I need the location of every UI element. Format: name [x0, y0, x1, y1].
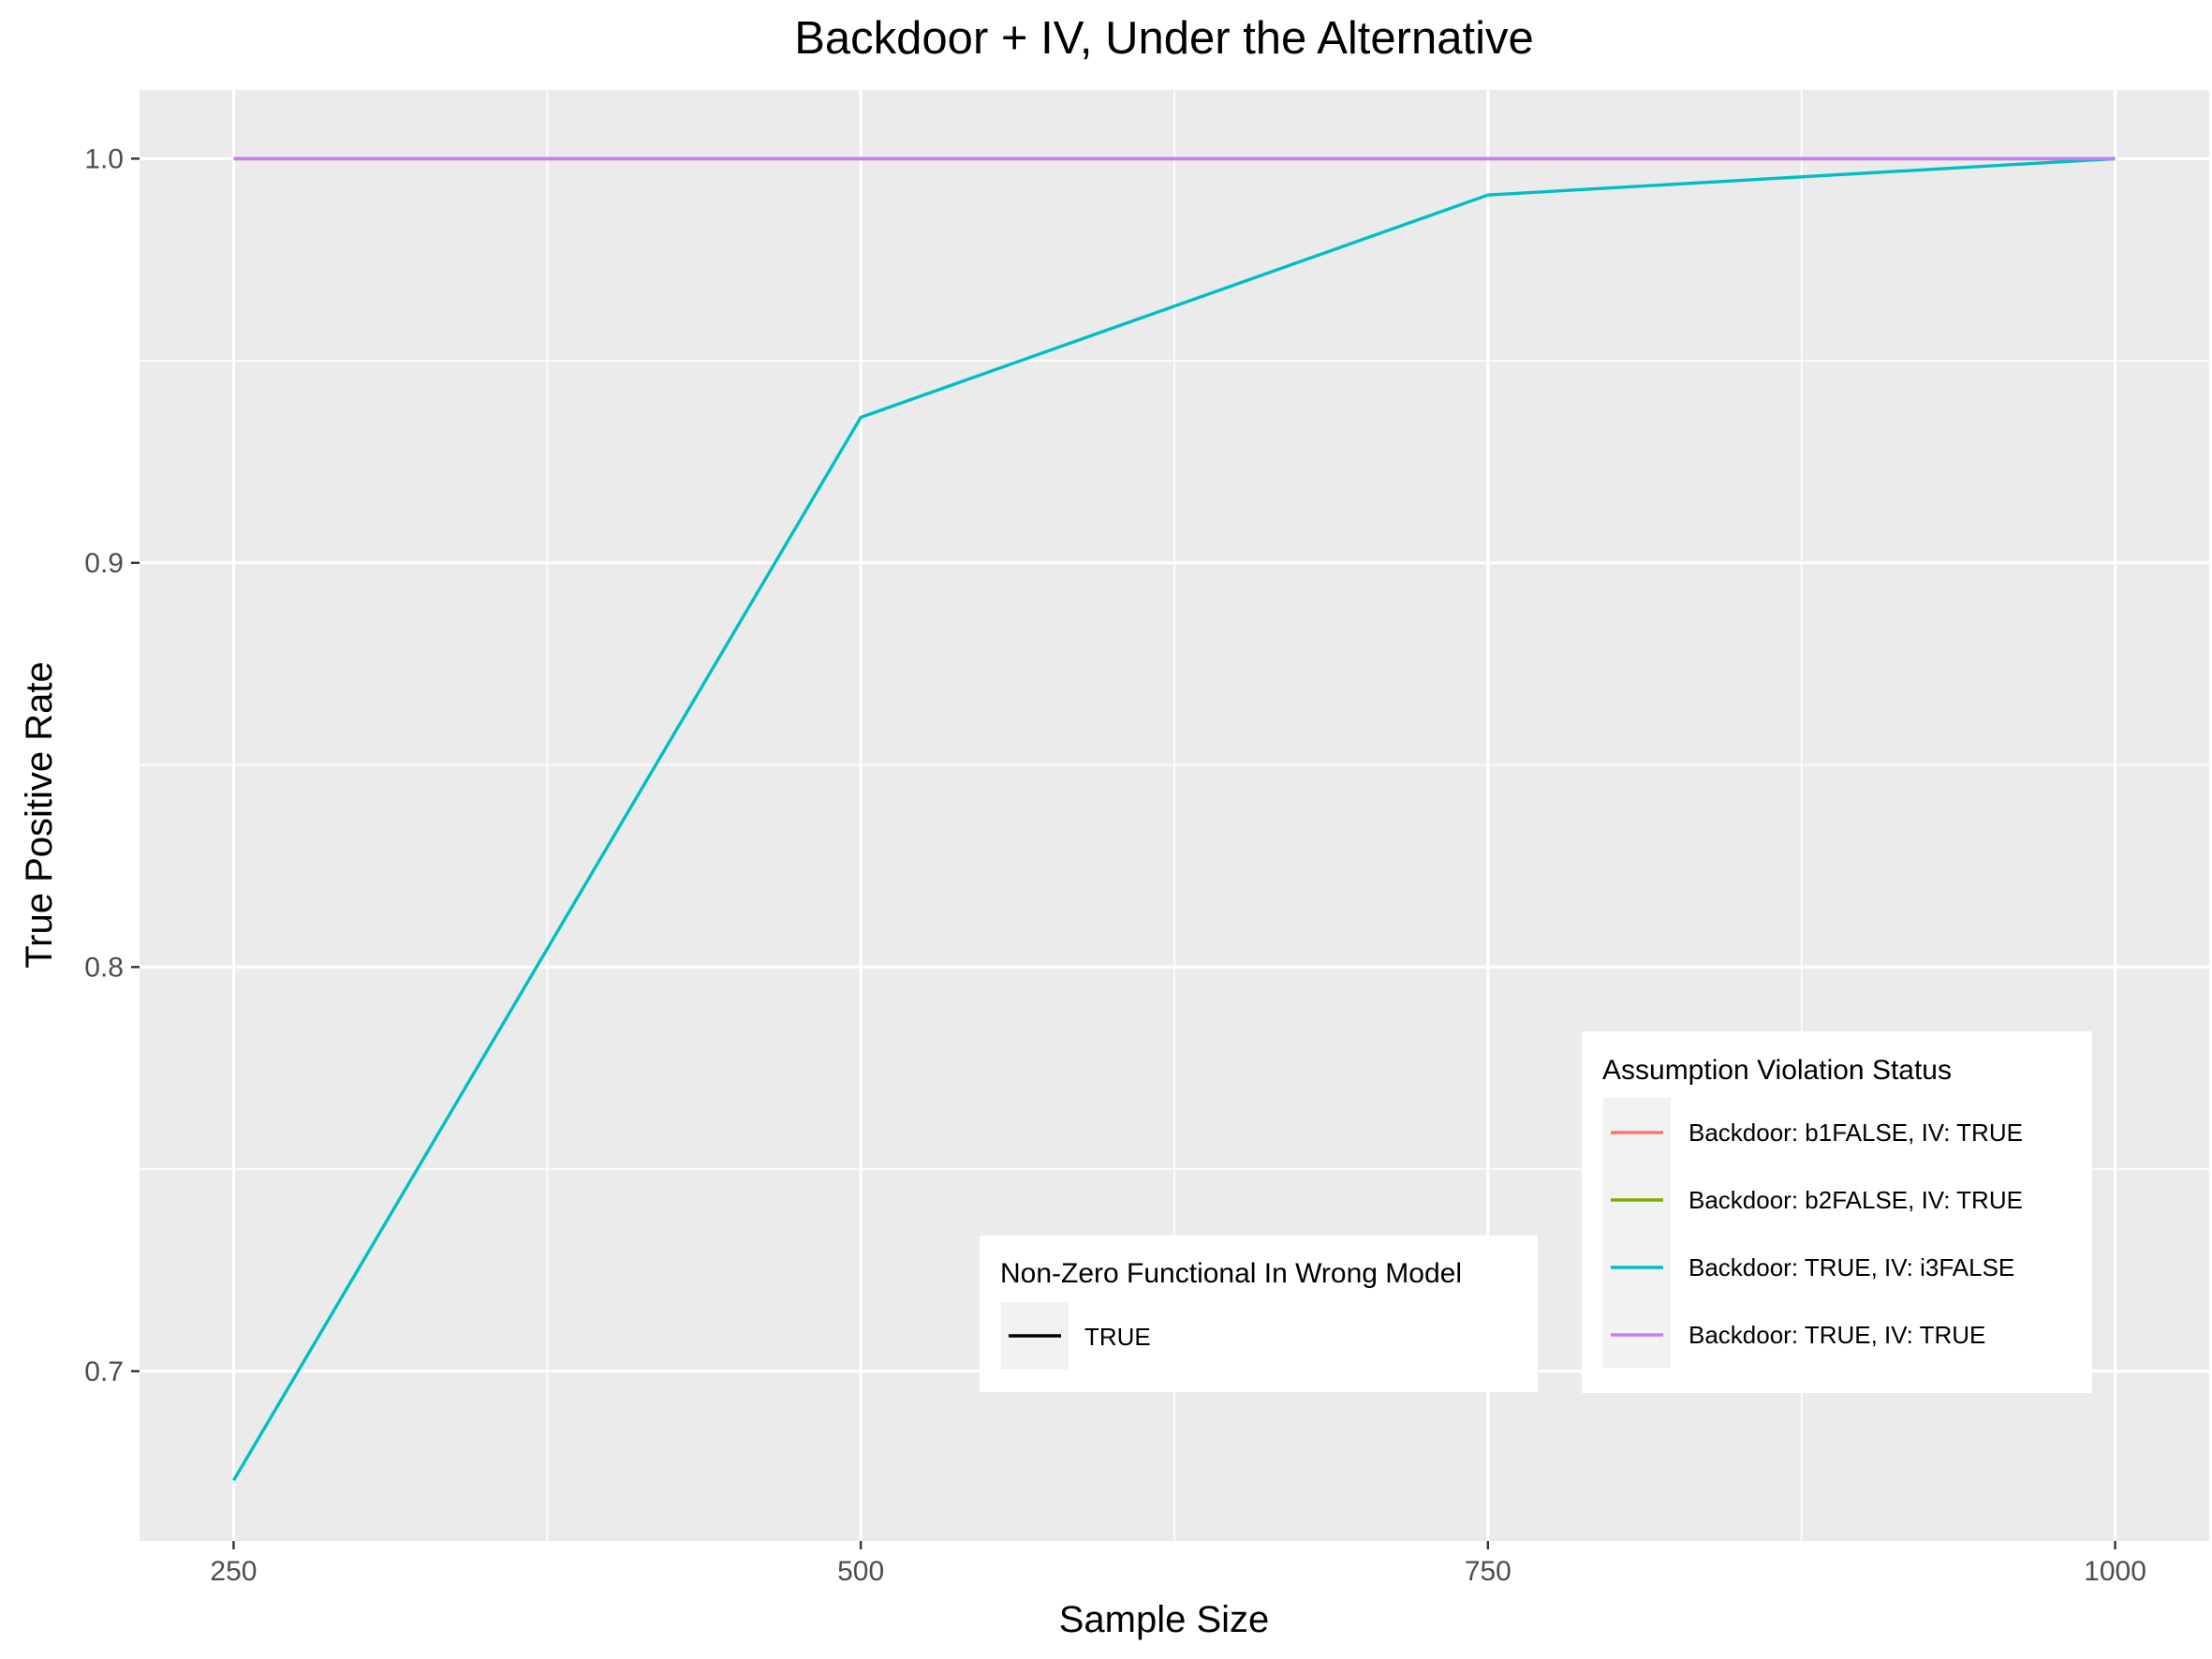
legend-title: Non-Zero Functional In Wrong Model	[1000, 1258, 1462, 1289]
legend-label-b1false: Backdoor: b1FALSE, IV: TRUE	[1688, 1118, 2023, 1147]
x-tick-label: 1000	[2084, 1556, 2146, 1587]
y-tick-label: 1.0	[84, 143, 124, 174]
series-layer	[232, 156, 2116, 1482]
x-tick-label: 250	[210, 1556, 257, 1587]
legend-label-true: TRUE	[1084, 1323, 1151, 1351]
legend-label-i3false: Backdoor: TRUE, IV: i3FALSE	[1688, 1253, 2014, 1281]
minor-gridlines	[140, 90, 2209, 1541]
legend-background	[980, 1236, 1538, 1392]
y-axis: 0.7 0.8 0.9 1.0	[84, 143, 140, 1387]
series-line-3	[232, 156, 2116, 1482]
y-tick-label: 0.7	[84, 1356, 124, 1387]
legend-label-true-true: Backdoor: TRUE, IV: TRUE	[1688, 1321, 1985, 1349]
y-axis-title: True Positive Rate	[19, 661, 60, 969]
x-tick-label: 500	[837, 1556, 884, 1587]
x-axis-title: Sample Size	[1059, 1599, 1270, 1640]
legend-key-background	[1603, 1098, 1671, 1368]
legend-functional: Non-Zero Functional In Wrong Model TRUE	[980, 1236, 1538, 1392]
legend-title: Assumption Violation Status	[1602, 1055, 1952, 1086]
legend-status: Assumption Violation Status Backdoor: b1…	[1582, 1031, 2092, 1393]
y-tick-label: 0.9	[84, 548, 124, 579]
y-tick-label: 0.8	[84, 952, 124, 983]
x-tick-label: 750	[1465, 1556, 1512, 1587]
legend-label-b2false: Backdoor: b2FALSE, IV: TRUE	[1688, 1186, 2023, 1214]
x-axis: 250 500 750 1000	[210, 1541, 2146, 1587]
chart-title: Backdoor + IV, Under the Alternative	[794, 13, 1533, 64]
